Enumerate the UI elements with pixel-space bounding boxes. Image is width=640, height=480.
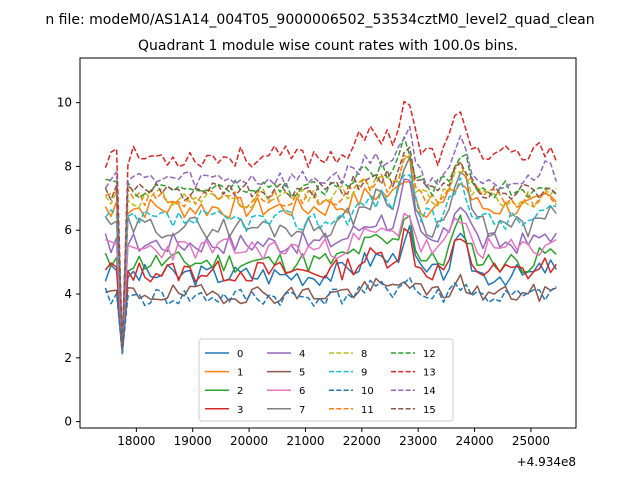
- legend-label-5: 5: [299, 368, 305, 379]
- legend-label-8: 8: [361, 349, 367, 360]
- legend-label-7: 7: [299, 405, 305, 416]
- series-line-15: [104, 146, 557, 348]
- series-line-4: [104, 178, 557, 352]
- series-line-0: [104, 224, 557, 353]
- x-tick-label: 23000: [399, 434, 437, 448]
- x-tick-label: 25000: [512, 434, 550, 448]
- series-line-9: [104, 174, 557, 350]
- y-tick-label: 4: [64, 287, 72, 301]
- figure-suptitle: n file: modeM0/AS1A14_004T05_9000006502_…: [45, 12, 594, 28]
- legend-label-3: 3: [237, 405, 243, 416]
- series-layer: [104, 100, 558, 355]
- legend-label-6: 6: [299, 386, 305, 397]
- series-line-1: [104, 181, 557, 349]
- series-line-2: [104, 214, 557, 353]
- y-tick-label: 8: [64, 159, 72, 173]
- series-line-11: [105, 154, 557, 349]
- x-tick-label: 21000: [286, 434, 324, 448]
- series-line-7: [104, 156, 557, 351]
- axes-layer: 18000 19000 20000 21000 22000 23000 24000 25000…: [57, 96, 550, 448]
- y-tick-label: 6: [64, 223, 72, 237]
- legend-label-10: 10: [361, 386, 374, 397]
- series-line-6: [105, 212, 557, 352]
- series-line-8: [104, 154, 557, 349]
- y-tick-label: 10: [57, 96, 72, 110]
- legend-label-11: 11: [361, 405, 374, 416]
- y-tick-label: 2: [64, 351, 72, 365]
- legend-label-13: 13: [423, 368, 436, 379]
- legend-label-9: 9: [361, 368, 367, 379]
- series-line-3: [104, 227, 557, 353]
- x-tick-label: 19000: [174, 434, 212, 448]
- x-tick-label: 22000: [343, 434, 381, 448]
- chart-title: Quadrant 1 module wise count rates with …: [138, 38, 518, 54]
- x-tick-label: 18000: [117, 434, 155, 448]
- y-tick-label: 0: [64, 415, 72, 429]
- legend-box: [198, 338, 454, 422]
- legend-label-15: 15: [423, 405, 436, 416]
- series-line-14: [104, 125, 558, 348]
- legend-label-4: 4: [299, 349, 305, 360]
- legend-label-14: 14: [423, 386, 436, 397]
- series-line-12: [105, 136, 557, 348]
- series-line-13: [104, 100, 557, 346]
- legend-label-1: 1: [237, 368, 243, 379]
- series-line-5: [105, 273, 557, 355]
- legend-label-0: 0: [237, 349, 243, 360]
- x-offset-label: +4.934e8: [517, 455, 576, 469]
- series-line-10: [104, 277, 557, 355]
- legend-label-2: 2: [237, 386, 243, 397]
- legend-label-12: 12: [423, 349, 436, 360]
- x-tick-label: 20000: [230, 434, 268, 448]
- x-tick-label: 24000: [455, 434, 493, 448]
- plot-frame: [79, 57, 577, 429]
